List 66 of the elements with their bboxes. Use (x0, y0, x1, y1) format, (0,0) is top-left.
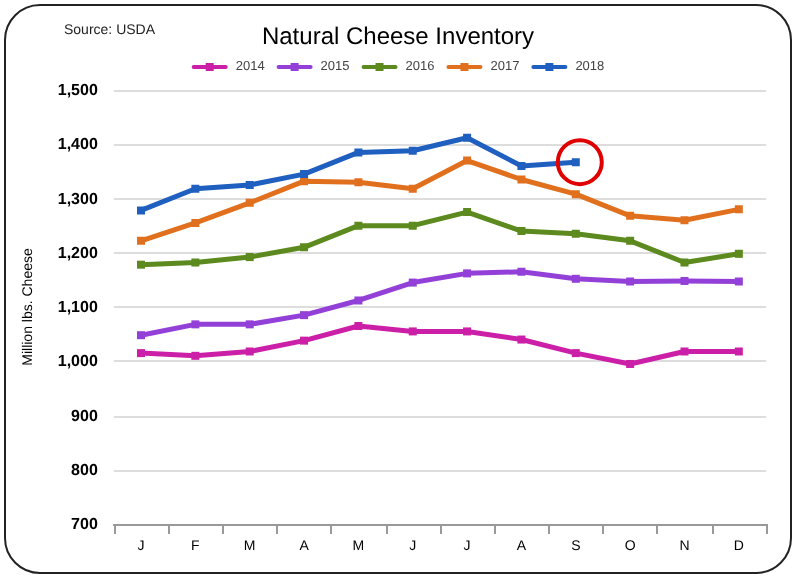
point (191, 258, 200, 267)
point (463, 269, 472, 278)
chart-title: Natural Cheese Inventory (261, 22, 535, 50)
point (408, 327, 417, 336)
point (245, 347, 254, 356)
point (517, 335, 526, 344)
y-tick-label: 1,100 (57, 298, 99, 316)
point (463, 208, 472, 217)
point (408, 146, 417, 155)
point (571, 274, 580, 283)
y-tick-label: 800 (71, 460, 99, 479)
point (517, 175, 526, 184)
point (354, 296, 363, 305)
point (354, 148, 363, 157)
point (300, 243, 309, 252)
point (463, 156, 472, 165)
point (191, 184, 200, 193)
y-tick-label: 1,500 (57, 81, 99, 99)
point (626, 211, 635, 220)
point (245, 253, 254, 262)
point (571, 349, 580, 358)
y-tick-label: 700 (71, 515, 99, 533)
point (680, 276, 689, 285)
point (734, 277, 743, 286)
point (354, 221, 363, 230)
point (137, 349, 146, 358)
point (245, 320, 254, 329)
point (463, 327, 472, 336)
point (517, 227, 526, 236)
point (734, 347, 743, 356)
y-tick-label: 1,400 (57, 135, 99, 154)
point (191, 351, 200, 360)
point (300, 311, 309, 320)
y-tick-label: 1,000 (57, 352, 99, 371)
point (137, 236, 146, 245)
point (137, 206, 146, 215)
point (354, 178, 363, 187)
point (680, 258, 689, 267)
point (463, 133, 472, 142)
point (245, 198, 254, 207)
point (245, 180, 254, 189)
point (408, 221, 417, 230)
point (571, 158, 580, 167)
point (408, 278, 417, 287)
point (571, 190, 580, 199)
point (734, 205, 743, 214)
point (734, 249, 743, 258)
y-tick-label: 1,200 (57, 243, 99, 262)
point (517, 161, 526, 170)
point (626, 359, 635, 368)
point (300, 336, 309, 345)
point (626, 236, 635, 245)
point (191, 218, 200, 227)
point (626, 277, 635, 286)
point (300, 170, 309, 179)
point (191, 320, 200, 329)
point (354, 321, 363, 330)
point (680, 347, 689, 356)
point (680, 216, 689, 225)
point (137, 331, 146, 340)
y-tick-label: 900 (71, 406, 99, 425)
y-tick-label: 1,300 (57, 189, 99, 208)
point (571, 229, 580, 238)
point (137, 260, 146, 269)
point (408, 184, 417, 193)
point (517, 267, 526, 276)
